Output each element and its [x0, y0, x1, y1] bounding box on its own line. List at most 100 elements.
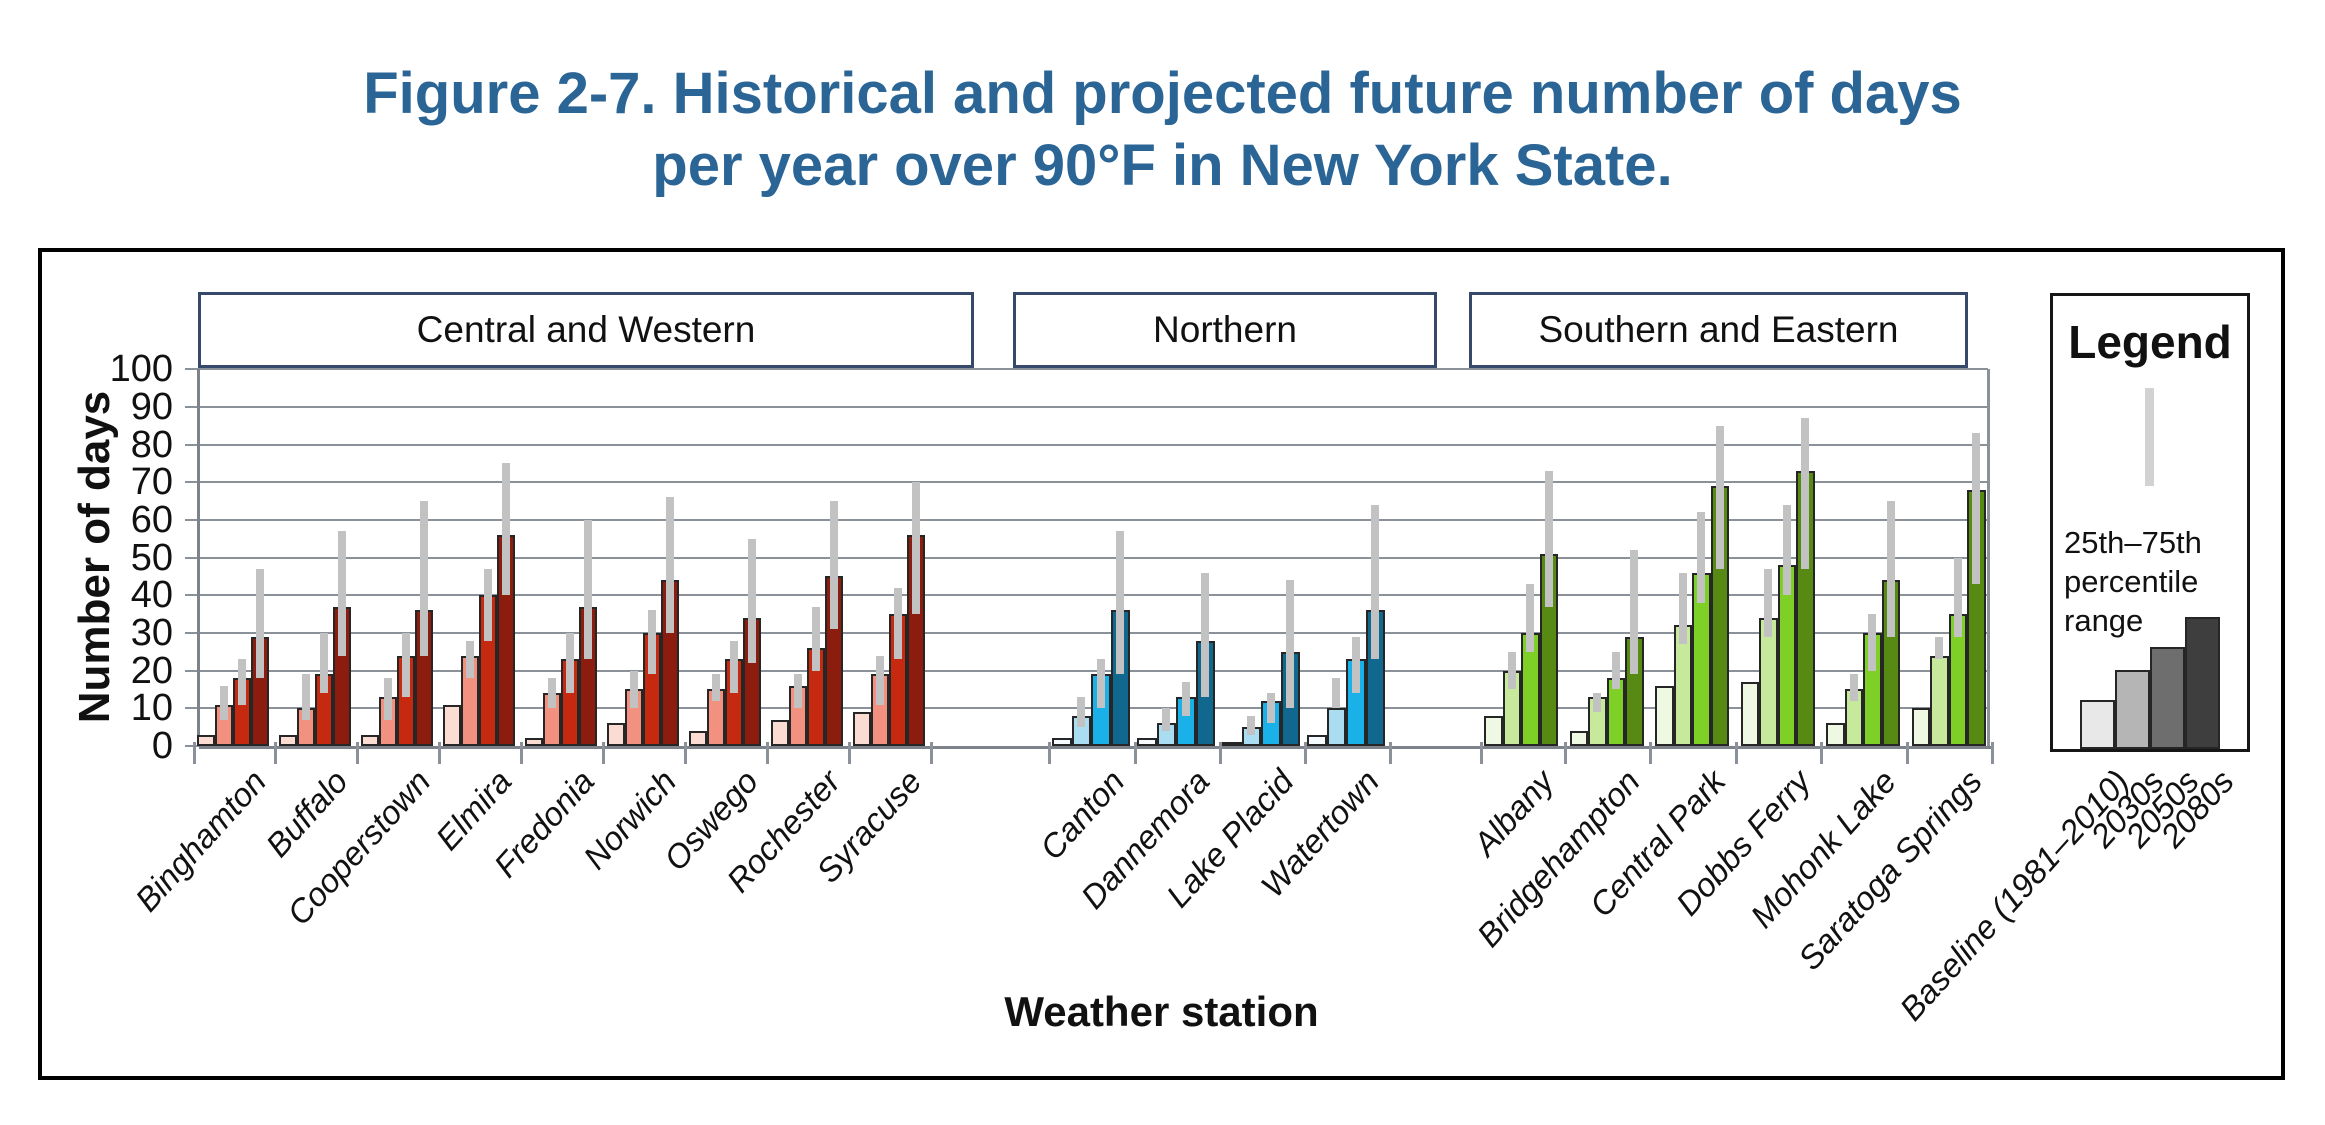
y-tick	[185, 594, 199, 597]
error-bar	[1201, 572, 1210, 697]
error-bar	[1678, 572, 1687, 645]
error-bar	[466, 640, 474, 679]
x-axis-title: Weather station	[1004, 988, 1319, 1035]
bar	[607, 723, 625, 746]
bar	[1826, 723, 1845, 746]
error-bar	[1630, 550, 1639, 675]
error-bar	[238, 659, 246, 705]
x-tick	[684, 742, 687, 764]
error-bar	[1247, 715, 1256, 735]
error-bar	[1371, 504, 1380, 660]
error-bar	[1849, 674, 1858, 701]
legend-bar	[2115, 669, 2150, 749]
y-tick-label: 100	[109, 348, 173, 391]
bar	[1569, 730, 1588, 746]
error-bar	[876, 655, 884, 705]
error-bar	[584, 519, 592, 660]
y-tick	[185, 443, 199, 446]
legend-range-label: 25th–75th percentile range	[2064, 525, 2202, 638]
bar	[1484, 715, 1503, 746]
error-bar	[1116, 531, 1125, 675]
error-bar	[566, 632, 574, 694]
legend-bar	[2185, 617, 2220, 749]
error-bar	[830, 501, 838, 630]
region-header: Southern and Eastern	[1469, 292, 1968, 368]
error-bar	[794, 674, 802, 709]
error-bar	[1611, 651, 1620, 690]
error-bar	[912, 482, 920, 615]
error-bar	[1953, 557, 1962, 637]
error-bar	[1801, 418, 1810, 569]
y-tick-label: 10	[130, 687, 173, 730]
error-bar	[1886, 501, 1895, 637]
error-bar	[1972, 433, 1981, 584]
y-tick	[185, 631, 199, 634]
legend-title: Legend	[2068, 316, 2232, 368]
region-header: Northern	[1013, 292, 1437, 368]
y-tick	[185, 707, 199, 710]
bar	[1911, 708, 1930, 746]
error-bar	[1526, 584, 1535, 652]
y-tick	[185, 405, 199, 408]
error-bar	[648, 610, 656, 675]
x-tick	[602, 742, 605, 764]
error-bar	[748, 538, 756, 664]
bar	[279, 734, 297, 746]
error-bar	[1935, 636, 1944, 660]
x-tick	[1820, 742, 1824, 764]
error-bar	[1181, 681, 1190, 716]
plot-right-border	[1987, 369, 1990, 746]
error-bar	[256, 568, 264, 679]
error-bar	[484, 568, 492, 641]
figure-title-line1: Figure 2-7. Historical and projected fut…	[363, 61, 1962, 126]
error-bar	[812, 606, 820, 671]
y-tick	[185, 518, 199, 521]
y-tick-label: 80	[130, 423, 173, 466]
y-tick	[185, 368, 199, 371]
bar	[1137, 738, 1157, 746]
error-bar	[1868, 614, 1877, 671]
x-tick	[848, 742, 851, 764]
gridline	[199, 481, 1988, 484]
gridline	[199, 405, 1988, 408]
bar	[1307, 734, 1327, 746]
bar	[197, 734, 215, 746]
bar	[689, 730, 707, 746]
error-bar	[402, 632, 410, 698]
y-tick	[185, 745, 199, 747]
error-bar	[502, 463, 510, 596]
legend-bar	[2150, 647, 2185, 749]
x-tick	[1563, 742, 1567, 764]
error-bar	[1266, 693, 1275, 724]
x-tick	[356, 742, 359, 764]
error-bar	[1697, 512, 1706, 603]
gridline	[199, 443, 1988, 446]
x-tick	[930, 742, 933, 764]
error-bar	[548, 678, 556, 709]
bar	[525, 738, 543, 746]
bar	[853, 712, 871, 746]
x-tick	[1133, 742, 1137, 764]
legend-bar	[2080, 700, 2115, 749]
x-tick	[1991, 742, 1995, 764]
region-header: Central and Western	[198, 292, 974, 368]
x-axis-line	[199, 746, 1992, 749]
x-tick	[1649, 742, 1653, 764]
y-axis-line	[197, 369, 200, 746]
y-tick-label: 90	[130, 385, 173, 428]
error-bar	[712, 674, 720, 701]
gridline	[199, 518, 1988, 521]
gridline	[199, 631, 1988, 634]
gridline	[199, 556, 1988, 559]
y-tick-label: 70	[130, 461, 173, 504]
bar	[1740, 681, 1759, 746]
figure-title: Figure 2-7. Historical and projected fut…	[0, 58, 2325, 202]
error-bar	[420, 501, 428, 656]
figure-title-line2: per year over 90°F in New York State.	[652, 133, 1673, 198]
x-tick	[766, 742, 769, 764]
error-bar	[894, 587, 902, 660]
x-tick	[193, 742, 196, 764]
bar	[771, 719, 789, 746]
x-tick	[438, 742, 441, 764]
y-tick	[185, 556, 199, 559]
